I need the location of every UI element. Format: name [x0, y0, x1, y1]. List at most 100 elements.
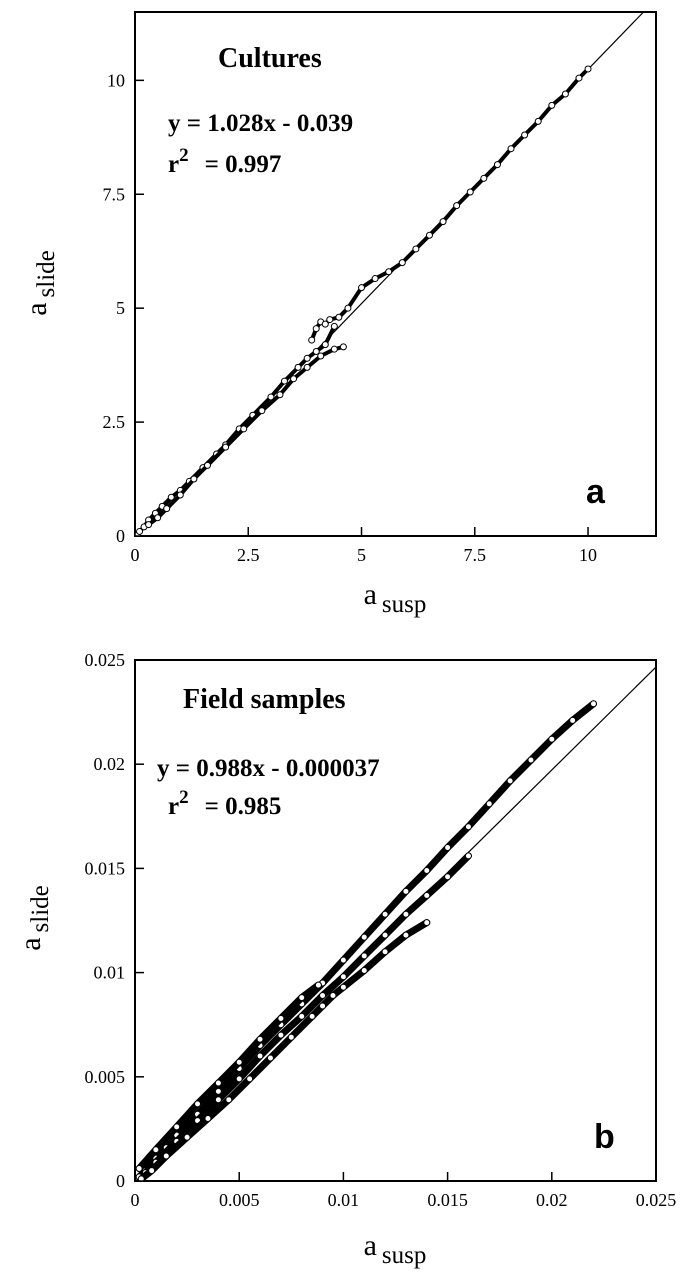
data-point-b-0-24	[589, 700, 597, 708]
data-point-a-1-16	[480, 174, 488, 182]
r-squared-prefix-a: r	[168, 151, 179, 178]
data-point-b-2-10	[319, 1002, 327, 1010]
x-axis-label-b: a susp	[364, 1229, 427, 1269]
data-marks-a	[135, 12, 645, 536]
r-squared-a: r2 = 0.997	[168, 145, 281, 178]
data-point-a-1-11	[412, 245, 420, 253]
data-point-a-0-17	[303, 354, 311, 362]
data-point-a-1-20	[534, 117, 542, 125]
data-point-b-2-13	[360, 967, 368, 975]
chart-panel-b: 0 0.005 0.01 0.015 0.02 0.025 0 0.005 0.01 0.015 0…	[14, 650, 676, 1269]
data-point-b-0-17	[444, 844, 452, 852]
chart-title-a: Cultures	[218, 43, 322, 74]
data-point-b-2-7	[266, 1054, 274, 1062]
data-point-a-0-16	[294, 363, 302, 371]
data-point-b-1-16	[464, 852, 472, 860]
data-point-a-1-24	[584, 65, 592, 73]
y-tick-label-a-2: 5	[116, 298, 125, 318]
data-point-b-3-8	[298, 994, 306, 1002]
x-tick-label-b-4: 0.02	[536, 1190, 568, 1210]
data-point-a-2-2	[163, 505, 171, 513]
r-squared-value-b: = 0.985	[205, 793, 282, 820]
axis-ticks-a: 0 2.5 5 7.5 10 0 2.5 5 7.5 10	[103, 70, 598, 565]
data-point-b-1-8	[298, 1012, 306, 1020]
y-axis-label-main-a: a	[20, 302, 53, 315]
data-point-a-2-7	[240, 425, 248, 433]
data-point-b-1-6	[256, 1052, 264, 1060]
data-point-a-2-12	[317, 352, 325, 360]
data-point-a-2-4	[190, 475, 198, 483]
y-axis-label-a: a slide	[20, 250, 60, 316]
series-trace-a-2	[146, 344, 346, 527]
data-point-a-1-15	[466, 188, 474, 196]
r-squared-sup-b: 2	[179, 787, 189, 808]
data-point-a-0-20	[330, 322, 338, 330]
x-tick-label-a-4: 10	[579, 545, 597, 565]
data-point-b-2-14	[381, 948, 389, 956]
y-tick-label-b-5: 0.025	[85, 650, 126, 670]
data-point-a-1-23	[575, 74, 583, 82]
data-point-b-0-13	[360, 933, 368, 941]
data-point-a-1-18	[507, 145, 515, 153]
data-point-a-1-17	[493, 161, 501, 169]
data-point-a-1-4	[326, 316, 334, 324]
chart-panel-a: 0 2.5 5 7.5 10 0 2.5 5 7.5 10 Cultures y = 1.028x…	[20, 11, 657, 618]
data-point-b-2-2	[162, 1152, 170, 1160]
data-point-a-2-14	[339, 343, 347, 351]
panel-label-a: a	[586, 473, 606, 511]
data-point-b-1-4	[214, 1096, 222, 1104]
x-axis-label-a: a susp	[364, 578, 427, 618]
y-tick-label-a-0: 0	[116, 526, 125, 546]
chart-title-b: Field samples	[183, 684, 346, 715]
y-tick-label-b-4: 0.02	[94, 754, 126, 774]
x-tick-label-b-5: 0.025	[636, 1190, 677, 1210]
data-point-a-1-21	[548, 101, 556, 109]
data-point-b-0-19	[485, 800, 493, 808]
plot-frame-a	[134, 11, 657, 537]
data-point-a-1-1	[312, 325, 320, 333]
data-point-a-2-10	[290, 375, 298, 383]
fit-equation-a: y = 1.028x - 0.039	[168, 110, 353, 137]
r-squared-value-a: = 0.997	[205, 151, 282, 178]
data-point-b-1-11	[360, 952, 368, 960]
data-point-a-2-11	[303, 363, 311, 371]
y-axis-label-b: a slide	[14, 885, 54, 951]
data-point-b-3-2	[173, 1123, 181, 1131]
data-point-b-0-14	[381, 910, 389, 918]
y-axis-label-sub-b: slide	[27, 885, 54, 932]
data-point-a-2-3	[176, 491, 184, 499]
panel-label-b: b	[594, 1118, 615, 1156]
data-point-a-1-13	[439, 218, 447, 226]
data-point-b-2-5	[225, 1096, 233, 1104]
data-point-b-0-6	[214, 1087, 222, 1095]
x-tick-label-b-1: 0.005	[219, 1190, 260, 1210]
y-tick-label-a-4: 10	[107, 70, 125, 90]
data-point-b-3-5	[235, 1058, 243, 1066]
x-axis-label-main-a: a	[364, 578, 377, 611]
data-point-b-2-11	[329, 992, 337, 1000]
data-point-b-2-4	[204, 1114, 212, 1122]
axis-ticks-b: 0 0.005 0.01 0.015 0.02 0.025 0 0.005 0.01 0.015 0…	[85, 650, 677, 1210]
data-point-a-2-8	[258, 407, 266, 415]
data-point-b-1-9	[319, 992, 327, 1000]
series-trace-b-1	[141, 852, 472, 1177]
data-point-b-2-8	[287, 1033, 295, 1041]
data-point-b-0-23	[569, 716, 577, 724]
x-tick-label-b-2: 0.01	[328, 1190, 360, 1210]
data-point-b-0-15	[402, 887, 410, 895]
data-point-b-3-7	[277, 1014, 285, 1022]
r-squared-sup-a: 2	[179, 145, 189, 166]
data-point-b-1-13	[402, 910, 410, 918]
data-point-a-0-6	[167, 493, 175, 501]
data-point-b-2-3	[183, 1133, 191, 1141]
data-point-b-1-12	[381, 931, 389, 939]
y-tick-label-b-3: 0.015	[85, 858, 126, 878]
data-point-b-0-20	[506, 777, 514, 785]
y-tick-label-b-1: 0.005	[85, 1067, 126, 1087]
data-point-a-1-3	[321, 320, 329, 328]
data-point-a-1-14	[453, 202, 461, 210]
x-tick-label-a-0: 0	[131, 545, 140, 565]
data-point-b-1-10	[339, 973, 347, 981]
data-point-b-3-4	[214, 1079, 222, 1087]
data-point-b-0-22	[548, 735, 556, 743]
